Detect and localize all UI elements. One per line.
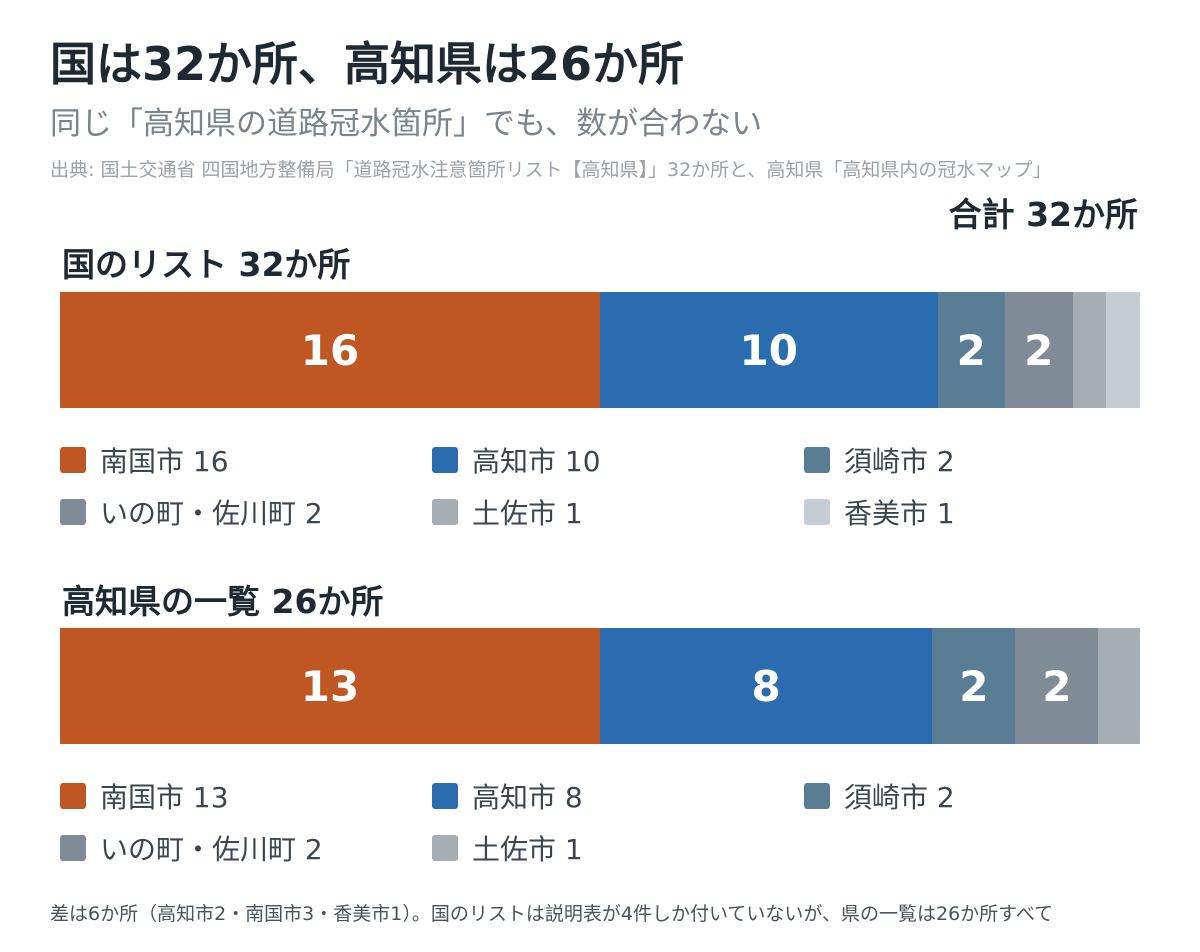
chart-title: 国は32か所、高知県は26か所 [50,37,685,91]
legend-item: 高知市 10 [432,440,601,480]
legend-item: 土佐市 1 [432,492,583,532]
chart-subtitle: 同じ「高知県の道路冠水箇所」でも、数が合わない [50,106,763,142]
legend-swatch [804,447,830,473]
source-note: 出典: 国土交通省 四国地方整備局「道路冠水注意箇所リスト【高知県】」32か所と… [50,159,1052,181]
data-label: 8 [751,661,781,711]
total-label: 合計 32か所 [948,195,1138,234]
data-label: 2 [1024,325,1054,375]
legend-label: 土佐市 1 [472,497,583,530]
section-title-national: 国のリスト 32か所 [62,245,351,284]
legend-label: 高知市 8 [472,781,583,814]
bar-segment: 2 [932,628,1016,744]
legend-swatch [60,783,86,809]
legend-swatch [60,447,86,473]
legend-item: 南国市 16 [60,440,229,480]
data-label: 2 [1042,661,1072,711]
legend-label: 須崎市 2 [844,781,955,814]
stacked-bar-prefecture: 13 8 2 2 [60,628,1140,744]
legend-label: いの町・佐川町 2 [100,497,323,530]
footer-note: 差は6か所（高知市2・南国市3・香美市1）。国のリストは説明表が4件しか付いてい… [50,903,1054,925]
bar-segment [1098,628,1140,744]
data-label: 13 [300,661,360,711]
legend-label: 香美市 1 [844,497,955,530]
legend-item: 香美市 1 [804,492,955,532]
legend-item: 須崎市 2 [804,776,955,816]
legend-label: 南国市 16 [100,445,229,478]
legend-label: 高知市 10 [472,445,601,478]
bar-segment: 13 [60,628,600,744]
legend-label: いの町・佐川町 2 [100,833,323,866]
legend-swatch [60,499,86,525]
stacked-bar-national: 16 10 2 2 [60,292,1140,408]
bar-segment: 2 [1005,292,1073,408]
legend-label: 須崎市 2 [844,445,955,478]
legend-item: 南国市 13 [60,776,229,816]
bar-segment: 10 [600,292,938,408]
legend-swatch [804,499,830,525]
bar-segment: 2 [1015,628,1099,744]
legend-swatch [432,835,458,861]
legend-label: 土佐市 1 [472,833,583,866]
legend-item: 高知市 8 [432,776,583,816]
legend-swatch [804,783,830,809]
data-label: 2 [959,661,989,711]
bar-segment: 2 [937,292,1005,408]
legend-swatch [432,783,458,809]
bar-segment: 8 [600,628,933,744]
section-title-prefecture: 高知県の一覧 26か所 [62,582,384,621]
bar-segment [1072,292,1107,408]
legend-item: いの町・佐川町 2 [60,828,323,868]
legend-item: 須崎市 2 [804,440,955,480]
legend-swatch [432,447,458,473]
legend-item: いの町・佐川町 2 [60,492,323,532]
legend-label: 南国市 13 [100,781,229,814]
data-label: 2 [956,325,986,375]
data-label: 16 [300,325,360,375]
legend-item: 土佐市 1 [432,828,583,868]
bar-segment [1106,292,1140,408]
legend-swatch [432,499,458,525]
bar-segment: 16 [60,292,600,408]
legend-swatch [60,835,86,861]
data-label: 10 [739,325,798,375]
